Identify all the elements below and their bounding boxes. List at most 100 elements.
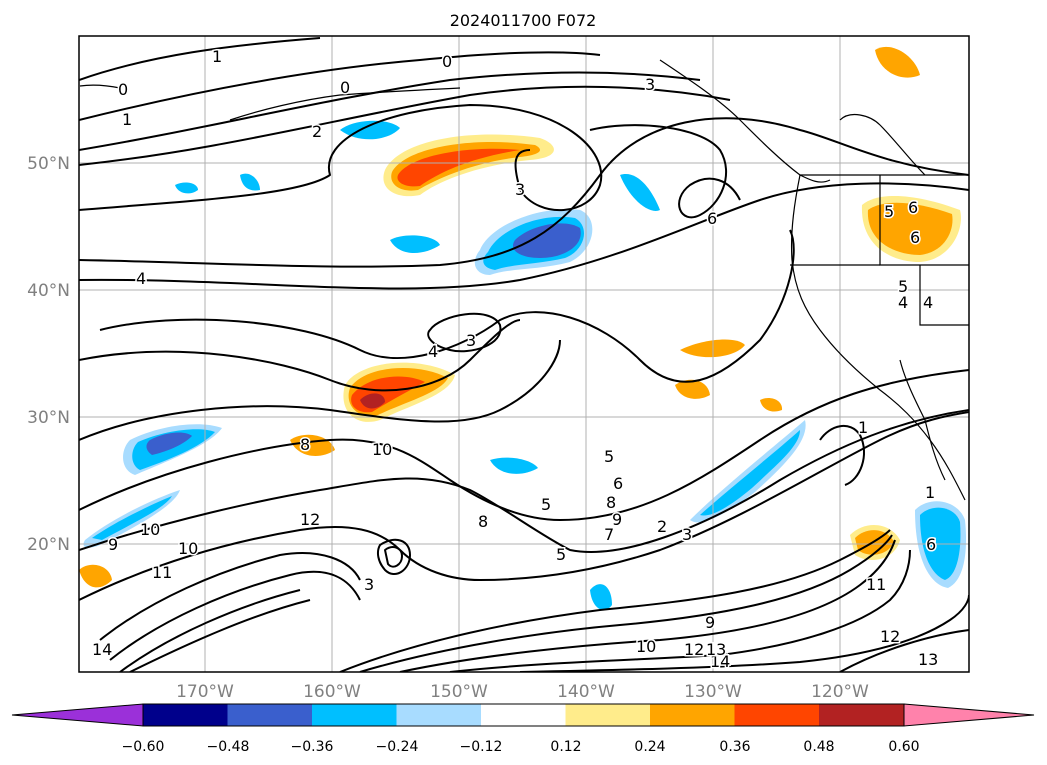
colorbar-segment: [143, 704, 228, 726]
contour-label: 5: [884, 202, 894, 221]
lon-label-160w: 160°W: [303, 682, 361, 702]
contour-label: 7: [604, 525, 614, 544]
contour-label: 1: [212, 47, 222, 66]
contour-label: 14: [710, 652, 730, 671]
colorbar-extend-low: [11, 703, 144, 727]
shaded-anomalies: [79, 46, 967, 610]
colorbar-segment: [650, 704, 735, 726]
contour-label: 8: [300, 435, 310, 454]
colorbar-tick-label: −0.60: [122, 739, 165, 755]
colorbar-tick-label: 0.36: [719, 739, 750, 755]
contour-labels: 1 0 1 2 0 0 3 3 6 4 4 3 8 10 5 5 6 8 9 7…: [91, 46, 940, 673]
contour-label: 5: [604, 447, 614, 466]
positive-anomaly-mid: [875, 46, 920, 78]
contour-label: 13: [918, 650, 938, 669]
positive-anomaly-mid: [867, 202, 953, 255]
lon-label-170w: 170°W: [176, 682, 234, 702]
colorbar-tick-label: −0.48: [207, 739, 250, 755]
latitude-labels: 50°N 40°N 30°N 20°N: [27, 154, 70, 555]
negative-anomaly-strong: [512, 223, 581, 258]
contour-label: 3: [466, 331, 476, 350]
contour-label: 8: [478, 512, 488, 531]
lat-label-40n: 40°N: [27, 281, 70, 301]
contour-label: 3: [645, 75, 655, 94]
contour-label: 13: [706, 640, 726, 659]
colorbar-tick-label: 0.12: [550, 739, 581, 755]
contour-label: 2: [312, 122, 322, 141]
contour-label: 3: [515, 180, 525, 199]
positive-anomaly-strong: [397, 148, 520, 187]
colorbar-frame: [142, 703, 905, 727]
colorbar-segment: [227, 704, 312, 726]
colorbar-tick-label: −0.24: [376, 739, 419, 755]
colorbar-tick-label: −0.36: [291, 739, 334, 755]
lat-label-30n: 30°N: [27, 408, 70, 428]
contour-label: 9: [705, 613, 715, 632]
colorbar-tick-label: 0.48: [803, 739, 834, 755]
negative-anomaly-mid: [390, 235, 440, 254]
colorbar: [11, 703, 1035, 727]
negative-anomaly-mid: [590, 584, 612, 610]
contour-label: 5: [541, 495, 551, 514]
contour-label: 9: [108, 535, 118, 554]
colorbar-tick-label: −0.12: [460, 739, 503, 755]
colorbar-extend-high: [903, 703, 1035, 727]
colorbar-ticks: −0.60 −0.48 −0.36 −0.24 −0.12 0.12 0.24 …: [122, 739, 920, 755]
positive-anomaly-mid: [760, 398, 783, 412]
contour-label: 5: [556, 545, 566, 564]
positive-anomaly-max: [360, 393, 385, 409]
contour-label: 1: [122, 110, 132, 129]
contour-label: 11: [152, 563, 172, 582]
negative-anomaly-light: [690, 420, 806, 523]
lat-label-20n: 20°N: [27, 535, 70, 555]
colorbar-segment: [734, 704, 819, 726]
contour-label: 10: [178, 539, 198, 558]
colorbar-segment: [312, 704, 397, 726]
contour-label: 8: [606, 493, 616, 512]
contour-label: 10: [636, 637, 656, 656]
contour-label: 10: [372, 440, 392, 459]
figure-title: 2024011700 F072: [450, 11, 597, 30]
contour-label: 4: [136, 269, 146, 288]
negative-anomaly-mid: [700, 430, 800, 516]
contour-label: 12: [300, 510, 320, 529]
colorbar-segment: [819, 704, 904, 726]
negative-anomaly-mid: [620, 174, 660, 211]
lon-label-120w: 120°W: [811, 682, 869, 702]
lat-label-50n: 50°N: [27, 154, 70, 174]
contour-label: 6: [908, 198, 918, 217]
contour-label: 4: [898, 293, 908, 312]
negative-anomaly-strong: [146, 432, 192, 455]
colorbar-segment: [481, 704, 566, 726]
lon-label-150w: 150°W: [430, 682, 488, 702]
contour-label: 6: [613, 474, 623, 493]
colorbar-tick-label: 0.24: [634, 739, 665, 755]
negative-anomaly-mid: [92, 496, 172, 540]
contour-label: 2: [657, 517, 667, 536]
map-content: 1 0 1 2 0 0 3 3 6 4 4 3 8 10 5 5 6 8 9 7…: [79, 36, 969, 672]
contour-label: 0: [442, 52, 452, 71]
negative-anomaly-mid: [490, 457, 538, 474]
contour-label: 4: [923, 293, 933, 312]
contour-label: 0: [340, 78, 350, 97]
contour-label: 3: [364, 575, 374, 594]
contour-label: 14: [92, 640, 112, 659]
negative-anomaly-mid: [175, 182, 198, 194]
contour-label: 12: [880, 627, 900, 646]
lon-label-140w: 140°W: [557, 682, 615, 702]
contour-label: 10: [140, 520, 160, 539]
contour-label: 5: [898, 277, 908, 296]
contour-label: 9: [612, 510, 622, 529]
lon-label-130w: 130°W: [684, 682, 742, 702]
contour-label: 11: [866, 575, 886, 594]
positive-anomaly-mid: [675, 379, 710, 399]
map-frame: [78, 35, 970, 673]
contour-label: 12: [684, 640, 704, 659]
positive-anomaly-mid: [79, 564, 112, 588]
contour-label: 1: [858, 418, 868, 437]
colorbar-tick-label: 0.60: [888, 739, 919, 755]
longitude-labels: 170°W 160°W 150°W 140°W 130°W 120°W: [176, 682, 869, 702]
colorbar-segment: [565, 704, 650, 726]
contour-lines: [79, 37, 969, 672]
